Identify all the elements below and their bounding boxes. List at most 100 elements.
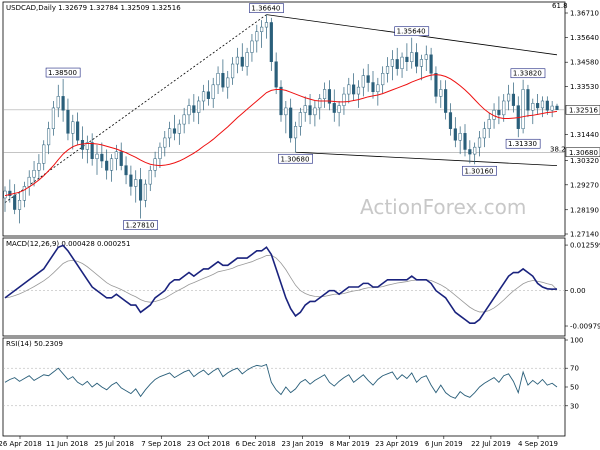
candle-body [269, 22, 273, 62]
macd-panel-frame [2, 237, 566, 337]
candle-body [506, 93, 511, 102]
candle-body [284, 107, 288, 116]
x-tick-label: 4 Sep 2019 [518, 440, 558, 448]
price-y-tick-label: 1.27140 [570, 231, 599, 239]
macd-panel-header: MACD(12,26,9) 0.000428 0.000251 [6, 240, 130, 248]
candle-body [22, 186, 26, 201]
candle-body [95, 153, 99, 159]
candle-body [56, 96, 60, 109]
candle-body [366, 75, 370, 83]
candle-body [197, 100, 201, 113]
candle-body [313, 107, 317, 116]
fib-618-label: 61.8 [552, 2, 568, 10]
price-annotation-box [462, 165, 497, 176]
candle-body [347, 84, 351, 95]
candle-body [100, 153, 104, 162]
last-price-box [565, 105, 600, 115]
candle-body [400, 56, 404, 69]
candle-body [395, 59, 399, 69]
candle-body [90, 142, 94, 159]
x-tick-label: 6 Dec 2018 [235, 440, 275, 448]
candle-body [226, 77, 230, 88]
candle-body [361, 75, 365, 88]
candle-body [536, 103, 540, 109]
price-y-tick-label: 1.34580 [570, 59, 599, 67]
candle-body [235, 56, 240, 65]
candle-body [206, 91, 210, 99]
candle-body [477, 137, 482, 148]
candle-body [114, 151, 118, 159]
candle-body [540, 100, 545, 109]
candle-body [124, 165, 128, 176]
fib-level-box [565, 147, 600, 158]
candle-body [17, 200, 22, 210]
price-annotation-box [123, 220, 158, 230]
price-annotation-box [394, 26, 430, 37]
candle-body [458, 133, 462, 141]
candle-body [303, 105, 307, 113]
candle-body [453, 128, 457, 141]
candle-body [255, 31, 259, 42]
rsi-y-tick-label: 30 [570, 402, 579, 410]
candle-body [502, 100, 506, 116]
candle-body [8, 190, 12, 196]
candle-body [42, 144, 46, 164]
trendline [295, 151, 558, 167]
candle-body [352, 84, 356, 95]
price-panel-header: USDCAD,Daily 1.32679 1.32784 1.32509 1.3… [6, 4, 181, 12]
candle-body [289, 107, 293, 139]
candle-body [274, 61, 278, 88]
candle-body [187, 105, 191, 116]
candle-body [332, 103, 336, 113]
candle-body [293, 126, 298, 139]
price-y-tick-label: 1.31440 [570, 131, 599, 139]
candle-body [342, 93, 346, 106]
rsi-y-tick-label: 50 [570, 384, 579, 392]
x-tick-label: 6 Jun 2019 [425, 440, 463, 448]
candle-body [32, 170, 36, 178]
candle-body [444, 89, 448, 113]
candle-body [405, 56, 409, 62]
candle-body [279, 86, 283, 116]
rsi-panel-header: RSI(14) 50.2309 [6, 340, 63, 348]
candle-body [424, 54, 428, 60]
candle-body [66, 109, 70, 134]
candle-body [134, 179, 138, 187]
price-annotation: 1.30680 [280, 155, 309, 163]
price-annotation-box [510, 68, 546, 79]
price-annotation: 1.30160 [464, 167, 493, 175]
candle-body [371, 82, 375, 93]
price-annotation: 1.27810 [126, 222, 155, 230]
candle-body [163, 137, 167, 148]
price-y-tick-label: 1.33530 [570, 83, 599, 91]
candle-body [429, 54, 433, 74]
macd-panel: MACD(12,26,9) 0.000428 0.000251 0.012599… [2, 237, 600, 337]
price-y-tick-label: 1.29270 [570, 181, 599, 189]
price-panel-frame [2, 1, 566, 237]
candle-body [385, 66, 390, 74]
candle-body [468, 149, 472, 155]
candle-body [172, 128, 177, 134]
rsi-line [4, 363, 558, 399]
rsi-y-tick-label: 100 [570, 337, 583, 345]
candle-body [158, 146, 162, 159]
candle-body [61, 96, 65, 111]
candle-body [264, 22, 269, 28]
candle-body [80, 139, 85, 150]
x-tick-label: 23 Apr 2019 [375, 440, 418, 448]
candle-body [76, 121, 80, 141]
candle-body [221, 73, 225, 88]
x-tick-label: 26 Apr 2018 [0, 440, 42, 448]
candle-body [487, 119, 491, 129]
candle-body [240, 56, 244, 67]
candle-body [85, 142, 89, 150]
candle-body [37, 163, 41, 171]
x-tick-label: 7 Sep 2018 [141, 440, 181, 448]
x-tick-label: 8 Mar 2019 [330, 440, 370, 448]
macd-y-tick-label: 0.012599 [570, 242, 600, 250]
candle-body [46, 128, 51, 146]
x-tick-label: 23 Oct 2018 [187, 440, 230, 448]
candle-body [356, 86, 361, 95]
price-panel: ActionForex.com USDCAD,Daily 1.32679 1.3… [2, 1, 600, 239]
watermark: ActionForex.com [360, 195, 526, 219]
